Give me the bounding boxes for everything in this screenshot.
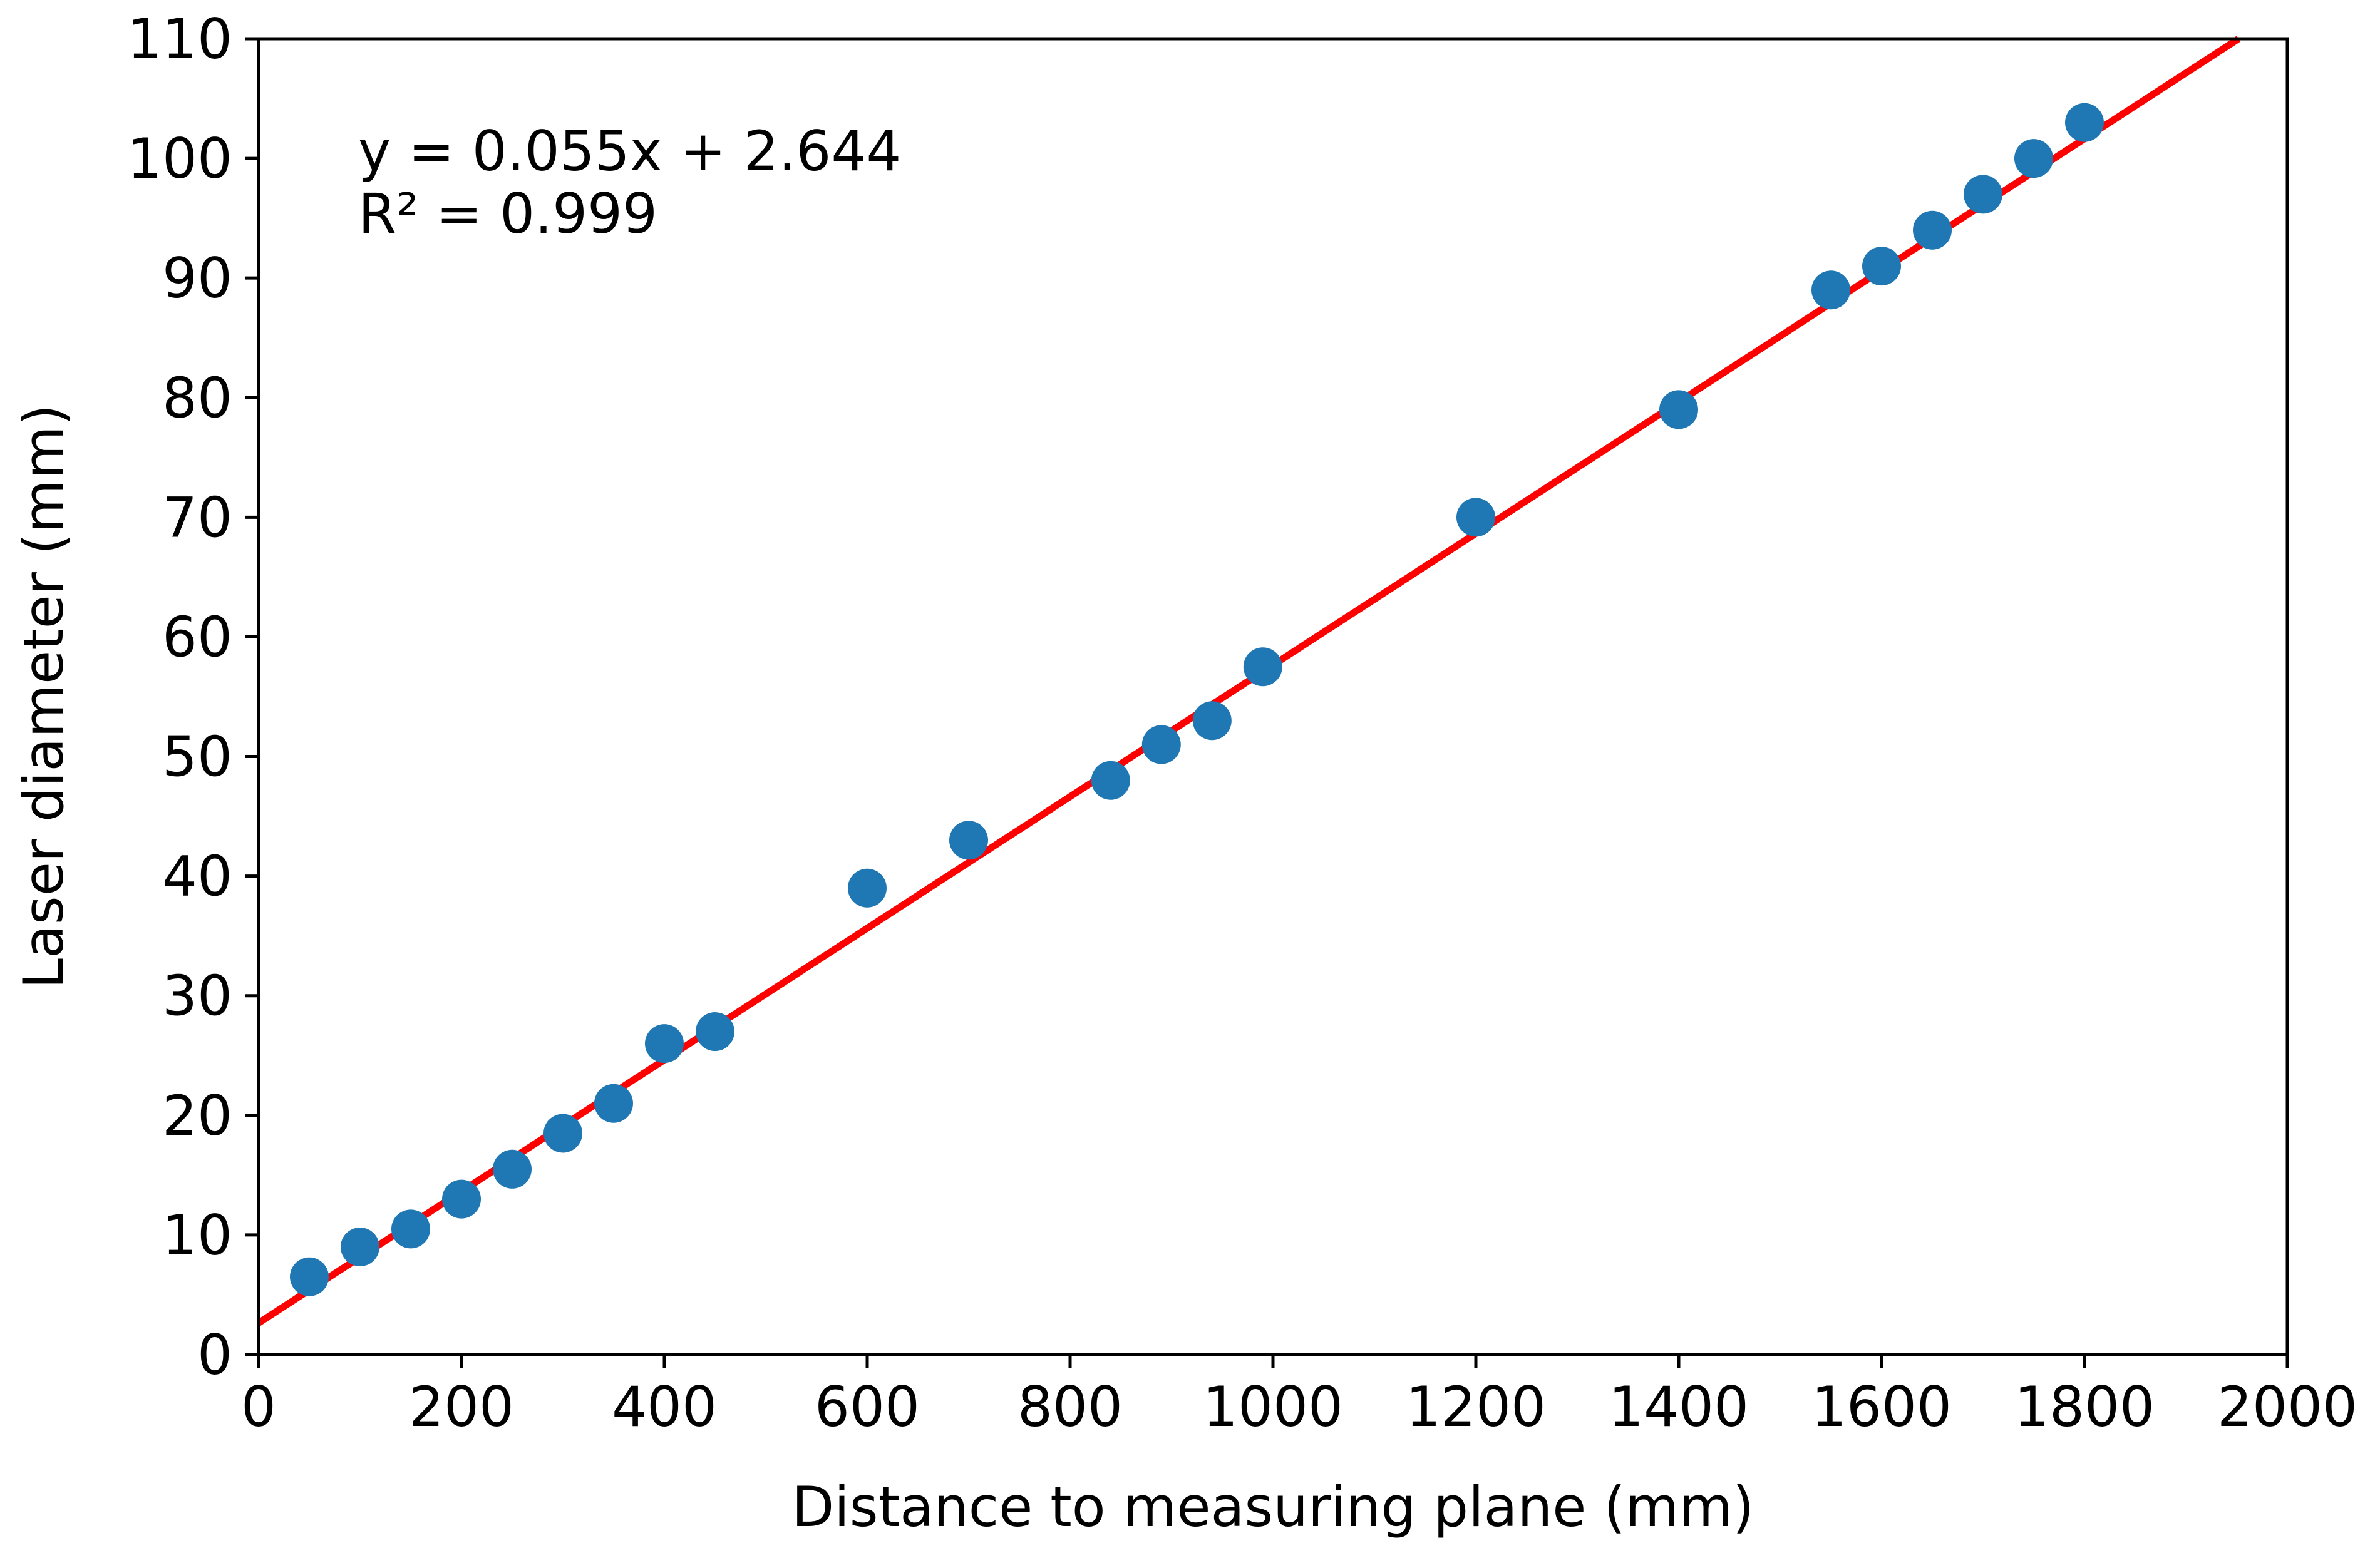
y-tick-label: 30: [162, 964, 232, 1028]
data-point: [1243, 647, 1282, 687]
data-point: [1456, 498, 1495, 537]
x-tick-label: 800: [1017, 1375, 1123, 1439]
data-point: [1964, 175, 2002, 214]
x-tick-label: 400: [612, 1375, 717, 1439]
x-tick-label: 2000: [2217, 1375, 2357, 1439]
y-axis-ticks: 0 10 20 30 40 50 60 70 80 90 100 110: [127, 7, 259, 1387]
x-tick-label: 0: [241, 1375, 276, 1439]
x-tick-label: 600: [815, 1375, 920, 1439]
data-point: [1192, 701, 1232, 741]
y-tick-label: 110: [127, 7, 232, 71]
data-point: [2014, 139, 2053, 178]
data-point: [341, 1228, 379, 1267]
y-tick-label: 70: [162, 485, 232, 550]
y-tick-label: 40: [162, 844, 232, 909]
y-tick-label: 10: [162, 1203, 232, 1268]
data-point: [493, 1149, 532, 1189]
data-point: [290, 1257, 329, 1296]
x-tick-label: 1200: [1406, 1375, 1546, 1439]
x-tick-label: 1400: [1609, 1375, 1749, 1439]
y-tick-label: 0: [197, 1323, 232, 1387]
data-point: [696, 1012, 734, 1052]
y-tick-label: 60: [162, 605, 232, 669]
data-point: [1811, 270, 1850, 310]
x-tick-label: 1800: [2014, 1375, 2155, 1439]
fit-line-layer: [257, 36, 2241, 1326]
data-point: [949, 821, 988, 860]
data-point: [1091, 761, 1130, 800]
data-point: [442, 1179, 481, 1219]
x-tick-label: 1600: [1811, 1375, 1952, 1439]
data-points-layer: [290, 103, 2104, 1296]
fit-line: [257, 36, 2241, 1326]
r-squared-annotation: R² = 0.999: [358, 182, 657, 246]
data-point: [594, 1084, 633, 1123]
fit-equation-annotation: y = 0.055x + 2.644: [358, 119, 901, 183]
y-tick-label: 80: [162, 366, 232, 430]
data-point: [1659, 390, 1698, 429]
y-tick-label: 90: [162, 246, 232, 310]
data-point: [645, 1024, 684, 1064]
data-point: [543, 1114, 582, 1153]
y-axis-title: Laser diameter (mm): [11, 404, 76, 989]
data-point: [848, 868, 887, 908]
x-axis-title: Distance to measuring plane (mm): [792, 1475, 1754, 1539]
x-tick-label: 200: [409, 1375, 514, 1439]
x-tick-label: 1000: [1203, 1375, 1343, 1439]
y-tick-label: 100: [127, 126, 232, 191]
x-axis-ticks: 0 200 400 600 800 1000 1200 1400 1600 1800 2000: [241, 1355, 2357, 1439]
data-point: [391, 1209, 430, 1249]
data-point: [1913, 210, 1952, 250]
data-point: [2065, 103, 2104, 142]
y-tick-label: 20: [162, 1084, 232, 1148]
data-point: [1862, 247, 1901, 286]
y-tick-label: 50: [162, 725, 232, 789]
plot-area: [259, 39, 2287, 1355]
data-point: [1141, 725, 1181, 764]
